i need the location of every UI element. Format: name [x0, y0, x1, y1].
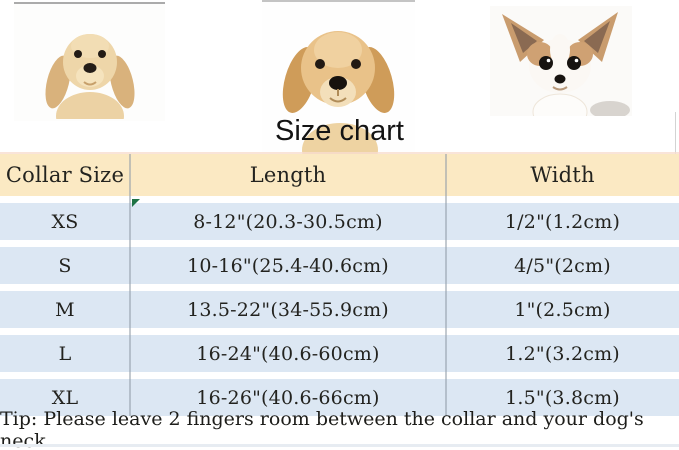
cell-size: M: [0, 291, 130, 328]
bottom-edge-strip: [0, 444, 679, 447]
header-cell-collar-size: Collar Size: [0, 154, 130, 196]
cell-length: 16-24"(40.6-60cm): [130, 335, 446, 372]
page-title: Size chart: [275, 115, 404, 147]
cell-width: 1.5"(3.8cm): [446, 379, 679, 416]
cell-length: 10-16"(25.4-40.6cm): [130, 247, 446, 284]
cell-width: 4/5"(2cm): [446, 247, 679, 284]
table-header-row: Collar Size Length Width: [0, 154, 679, 196]
cell-length: 13.5-22"(34-55.9cm): [130, 291, 446, 328]
table-row-m: M 13.5-22"(34-55.9cm) 1"(2.5cm): [0, 291, 679, 328]
cell-width: 1/2"(1.2cm): [446, 203, 679, 240]
table-row-xs: XS 8-12"(20.3-30.5cm) 1/2"(1.2cm): [0, 203, 679, 240]
chihuahua-icon: [490, 6, 632, 116]
header-cell-length: Length: [130, 154, 446, 196]
column-divider-line: [445, 154, 447, 416]
cell-size: XS: [0, 203, 130, 240]
table-row-xl: XL 16-26"(40.6-66cm) 1.5"(3.8cm): [0, 379, 679, 416]
cell-size: S: [0, 247, 130, 284]
size-table: Collar Size Length Width XS 8-12"(20.3-3…: [0, 154, 679, 423]
header-cell-width: Width: [446, 154, 679, 196]
photo-cream-puppy: [14, 2, 165, 121]
golden-retriever-puppy-icon: [262, 2, 415, 154]
table-row-s: S 10-16"(25.4-40.6cm) 4/5"(2cm): [0, 247, 679, 284]
screenshot-edge-artifact: [675, 112, 676, 154]
cell-length: 16-26"(40.6-66cm): [130, 379, 446, 416]
table-row-l: L 16-24"(40.6-60cm) 1.2"(3.2cm): [0, 335, 679, 372]
cell-size: L: [0, 335, 130, 372]
tip-text: Tip: Please leave 2 fingers room between…: [0, 408, 644, 450]
cream-puppy-icon: [14, 4, 165, 119]
photo-golden-puppy: [262, 0, 415, 154]
cell-corner-marker-icon: [132, 199, 140, 207]
table-top-hairline: [0, 152, 679, 154]
photo-chihuahua: [490, 6, 632, 116]
cell-width: 1.2"(3.2cm): [446, 335, 679, 372]
cell-size: XL: [0, 379, 130, 416]
cell-length: 8-12"(20.3-30.5cm): [130, 203, 446, 240]
column-divider-line: [129, 154, 131, 416]
cell-width: 1"(2.5cm): [446, 291, 679, 328]
